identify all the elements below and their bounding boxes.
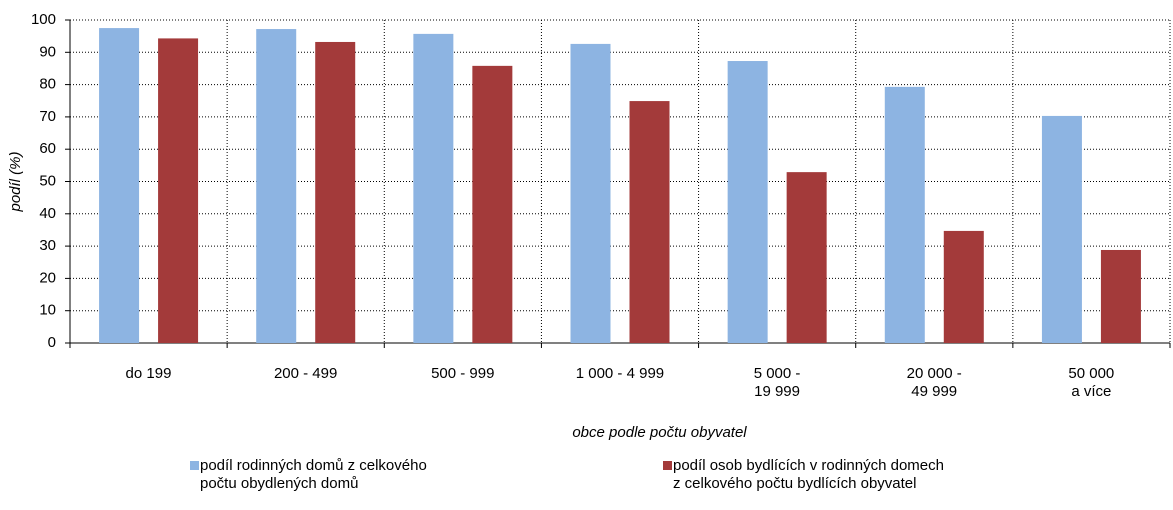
x-tick-label: 5 000 - 19 999 [753, 365, 801, 400]
x-tick-label: 1 000 - 4 999 [575, 365, 665, 382]
legend-label: podíl osob bydlících v rodinných domech … [673, 457, 944, 492]
x-axis-title: obce podle počtu obyvatel [572, 424, 747, 441]
y-axis-title: podíl (%) [7, 151, 24, 212]
x-tick-label: 50 000 a více [1068, 365, 1115, 400]
y-tick-label: 40 [39, 205, 56, 222]
bar [786, 172, 827, 343]
y-tick-label: 100 [31, 11, 56, 28]
x-tick-label: 500 - 999 [431, 365, 495, 382]
bar [158, 38, 199, 343]
y-tick-label: 90 [39, 43, 56, 60]
bar [943, 230, 984, 343]
x-tick-label: 20 000 - 49 999 [906, 365, 962, 400]
bar [727, 61, 768, 344]
y-tick-label: 20 [39, 269, 56, 286]
bar [570, 43, 611, 343]
bar [413, 33, 454, 343]
y-tick-label: 10 [39, 302, 56, 319]
bar [472, 65, 513, 343]
x-tick-label: 200 - 499 [273, 365, 338, 382]
y-tick-label: 70 [39, 108, 56, 125]
bar [99, 28, 140, 343]
x-tick-label: do 199 [125, 365, 172, 382]
bar [256, 29, 297, 343]
bar [1100, 249, 1141, 343]
legend-swatch [663, 461, 672, 470]
y-tick-label: 0 [48, 334, 56, 351]
legend-label: podíl rodinných domů z celkového počtu o… [200, 457, 427, 492]
y-tick-label: 80 [39, 76, 56, 93]
bar [1041, 115, 1082, 343]
legend-swatch [190, 461, 199, 470]
bar [315, 41, 356, 344]
y-tick-label: 50 [39, 172, 56, 189]
bar [884, 86, 925, 344]
bar [629, 101, 670, 343]
y-tick-label: 60 [39, 140, 56, 157]
y-tick-label: 30 [39, 237, 56, 254]
